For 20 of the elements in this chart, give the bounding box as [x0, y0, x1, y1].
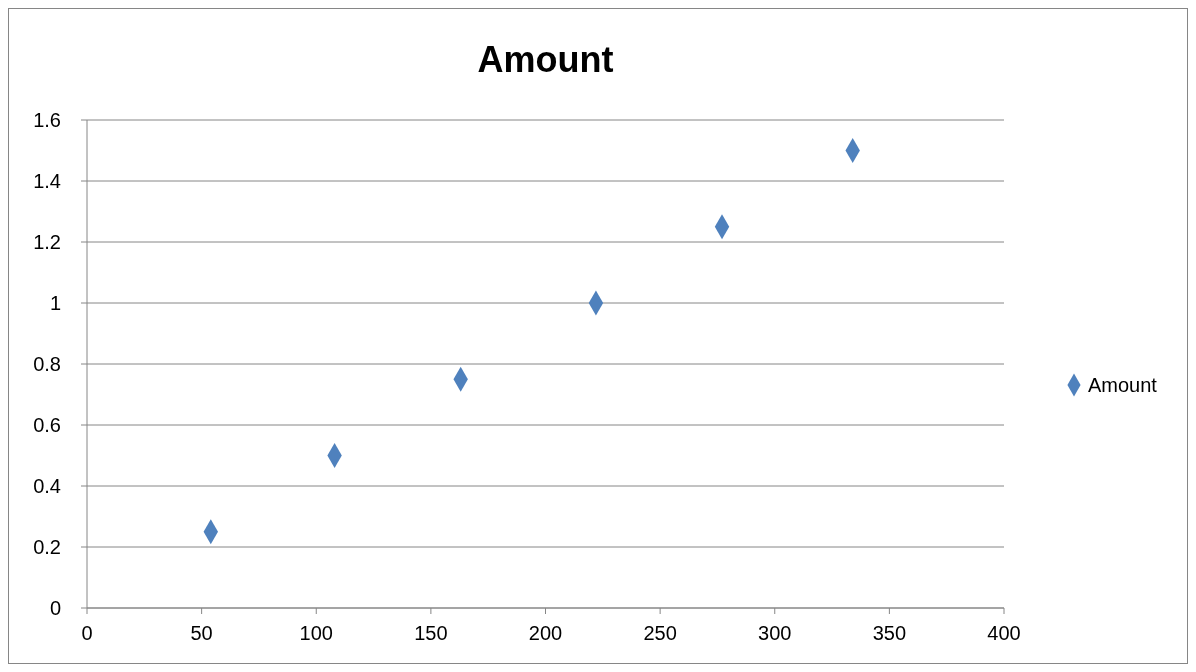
legend-label: Amount: [1088, 374, 1158, 396]
y-tick-label: 0.8: [33, 353, 61, 375]
x-tick-label: 150: [414, 622, 448, 644]
y-tick-label: 1: [49, 292, 61, 314]
x-tick-label: 250: [643, 622, 677, 644]
x-tick-label: 100: [299, 622, 333, 644]
y-tick-label: 1.4: [33, 170, 61, 192]
y-tick-label: 1.6: [33, 109, 61, 131]
y-tick-label: 0: [49, 597, 61, 619]
y-tick-label: 0.4: [33, 475, 61, 497]
x-tick-label: 400: [987, 622, 1021, 644]
x-tick-label: 0: [81, 622, 93, 644]
x-tick-label: 50: [190, 622, 213, 644]
x-tick-label: 300: [758, 622, 792, 644]
x-tick-label: 200: [528, 622, 563, 644]
x-tick-label: 350: [872, 622, 907, 644]
y-tick-label: 1.2: [33, 231, 61, 253]
chart-title: Amount: [477, 39, 614, 80]
y-tick-label: 0.2: [33, 536, 61, 558]
y-tick-label: 0.6: [33, 414, 61, 436]
